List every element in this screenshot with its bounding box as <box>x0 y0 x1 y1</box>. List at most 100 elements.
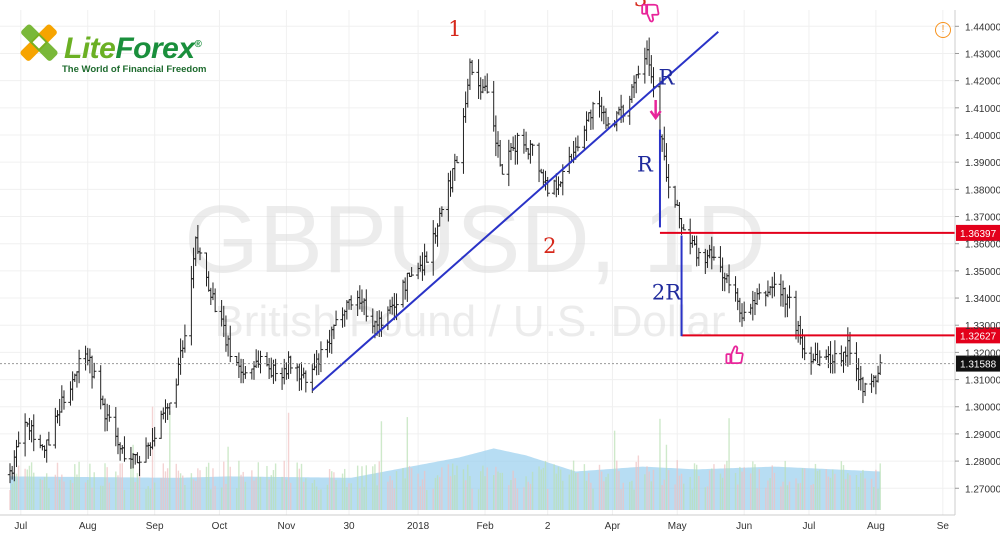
volume-moving-average <box>10 448 881 510</box>
thumb-hand <box>646 3 660 23</box>
ohlc-bar <box>862 382 868 397</box>
time-tick-label: Apr <box>605 521 621 532</box>
price-axis: 1.44000 1.43000 1.42000 1.41000 1.40000 1.390… <box>954 10 1000 515</box>
time-tick-label: Aug <box>867 521 885 532</box>
ohlc-bar <box>197 247 203 261</box>
ohlc-bar <box>817 350 822 367</box>
ohlc-bar <box>439 206 445 217</box>
price-tick-label: 1.31000 <box>965 376 1000 387</box>
ohlc-bar <box>845 327 851 367</box>
ohlc-bar <box>92 362 97 379</box>
ohlc-bar <box>808 346 814 375</box>
ohlc-bar <box>14 439 19 468</box>
ohlc-bar <box>646 37 652 77</box>
ohlc-bar <box>644 40 650 65</box>
ohlc-bar <box>599 96 604 122</box>
ohlc-bar <box>59 385 65 413</box>
annotation-label: R <box>659 66 676 90</box>
price-label-text: 1.32627 <box>960 331 997 342</box>
ohlc-bar <box>826 346 831 369</box>
ohlc-bar <box>636 65 641 79</box>
ohlc-bar <box>763 290 768 307</box>
thumbs-down-icon <box>641 3 660 23</box>
price-label-box <box>956 224 1000 241</box>
ohlc-bar <box>137 455 142 477</box>
ohlc-bar <box>869 373 874 393</box>
ohlc-bar <box>279 367 285 390</box>
thumb-hand <box>730 345 744 365</box>
ohlc-bar <box>878 354 883 375</box>
ohlc-bar <box>798 315 803 345</box>
ohlc-bar <box>180 340 185 358</box>
watermark-symbol: GBPUSD, 1D <box>184 186 765 293</box>
ohlc-bar <box>38 434 43 449</box>
ohlc-bar <box>854 342 859 382</box>
ohlc-bar <box>787 285 792 309</box>
last-price-text: 1.31588 <box>960 360 997 371</box>
ohlc-bar <box>454 156 460 164</box>
ohlc-bar <box>815 342 820 366</box>
ohlc-bar <box>22 413 28 457</box>
trendline <box>311 30 719 392</box>
ohlc-bar <box>832 340 838 374</box>
price-tick-label: 1.44000 <box>965 22 1000 33</box>
ohlc-bar <box>167 402 172 415</box>
price-label-text: 1.36397 <box>960 229 997 240</box>
ohlc-bar <box>873 375 879 395</box>
ohlc-bar <box>152 426 157 447</box>
info-icon[interactable]: ! <box>935 22 951 38</box>
ohlc-bar <box>70 371 75 401</box>
ohlc-bar <box>294 363 300 382</box>
ohlc-bar <box>521 128 527 154</box>
time-tick-label: May <box>668 521 687 532</box>
ohlc-bar <box>830 354 835 374</box>
annotation-label: R <box>637 153 654 177</box>
ohlc-bar <box>83 345 88 371</box>
price-tick-label: 1.29000 <box>965 430 1000 441</box>
ohlc-bar <box>515 132 520 165</box>
ohlc-bar <box>748 303 753 315</box>
ohlc-bar <box>122 436 127 462</box>
price-tick-label: 1.43000 <box>965 49 1000 60</box>
ohlc-bar <box>104 403 110 432</box>
ohlc-bar <box>258 350 263 374</box>
ohlc-bar <box>234 355 239 366</box>
annotation-label: 1 <box>448 17 461 41</box>
ohlc-bar <box>588 109 594 130</box>
ohlc-bar <box>741 301 747 322</box>
ohlc-bar <box>176 357 181 386</box>
ohlc-bar <box>795 320 801 343</box>
price-tick-label: 1.32000 <box>965 348 1000 359</box>
ohlc-bar <box>85 347 90 366</box>
ohlc-bar <box>582 125 587 151</box>
ohlc-bar <box>491 80 496 132</box>
ohlc-bar <box>120 445 125 454</box>
arrow-down-icon <box>649 99 662 121</box>
time-tick-label: Se <box>937 521 950 532</box>
ohlc-bar <box>506 139 512 187</box>
ohlc-bar <box>510 136 516 151</box>
ohlc-bar <box>750 290 756 321</box>
ohlc-bar <box>476 59 481 99</box>
thumb-cuff <box>641 3 648 15</box>
time-tick-label: Aug <box>79 521 97 532</box>
ohlc-bar <box>824 349 829 360</box>
ohlc-bar <box>772 272 777 297</box>
volume-area <box>9 406 881 510</box>
ohlc-bar <box>485 73 490 94</box>
annotation-label: 2R <box>652 280 682 304</box>
ohlc-bar <box>98 365 103 410</box>
ohlc-bar <box>500 163 505 175</box>
ohlc-bar <box>299 362 304 391</box>
ohlc-bar <box>269 357 274 378</box>
ohlc-bar <box>107 404 112 422</box>
ohlc-bar <box>42 445 47 458</box>
ohlc-bar <box>27 417 32 441</box>
ohlc-bar <box>800 328 805 359</box>
ohlc-bar <box>765 280 771 298</box>
time-tick-label: 30 <box>343 521 355 532</box>
ohlc-bar <box>493 115 499 157</box>
ohlc-bar <box>286 351 291 379</box>
ohlc-bar <box>860 376 866 404</box>
time-tick-label: Nov <box>277 521 295 532</box>
